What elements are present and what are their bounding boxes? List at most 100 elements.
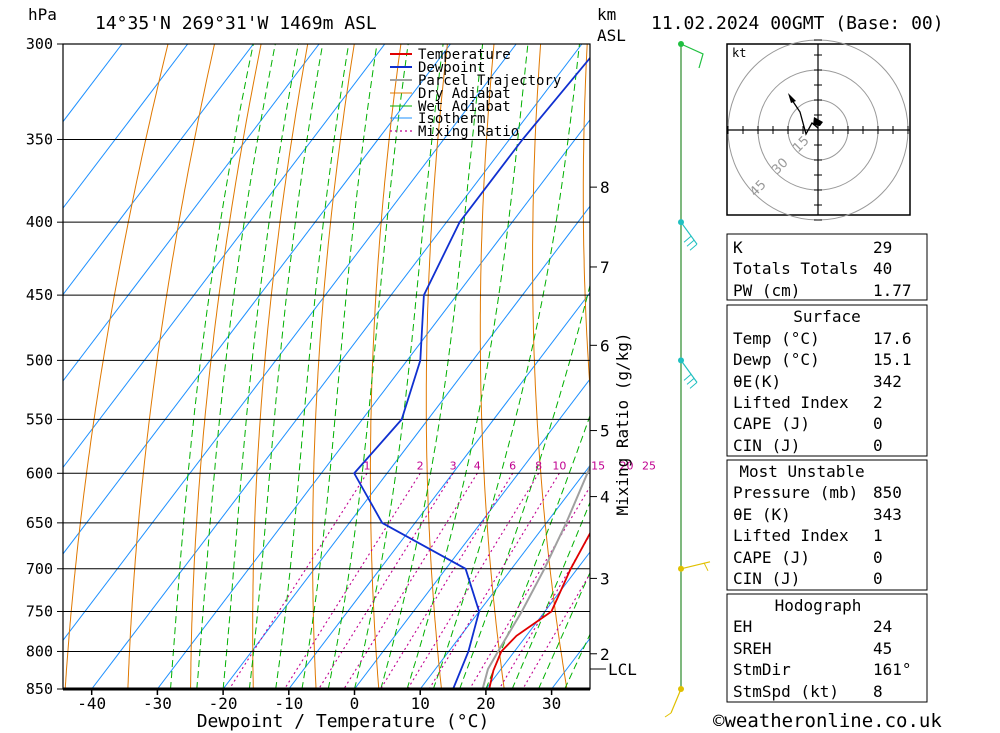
mixing-ratio-labels: 1 2 3 4 6 8 10 15 20 25 [363, 459, 656, 472]
copyright-link[interactable]: ©weatheronline.co.uk [713, 710, 942, 732]
wet-adiabat-line [275, 44, 350, 689]
surface-frame [726, 304, 928, 457]
isotherm-line [157, 118, 590, 689]
hodograph-table-title: Hodograph [775, 596, 862, 615]
mixing-ratio-line [380, 473, 514, 689]
isotherm-line [63, 44, 386, 469]
dry-adiabat-line [64, 44, 169, 689]
pressure-tick-label: 550 [26, 410, 53, 428]
indices-basic-frame [726, 233, 928, 301]
mixing-ratio-line [498, 533, 590, 689]
hodo-row-value: 8 [873, 682, 883, 701]
mixing-ratio-line [522, 572, 590, 689]
height-tick-label: 3 [600, 569, 610, 588]
datetime-title: 11.02.2024 00GMT (Base: 00) [651, 13, 944, 34]
legend-dewpoint: Dewpoint [418, 60, 485, 76]
surface-row-label: Dewp (°C) [733, 350, 820, 369]
hodograph-ticks [727, 39, 909, 221]
hodo-row-label: EH [733, 617, 752, 636]
mixing-ratio-label: 1 [363, 459, 370, 472]
wind-barb-flag [689, 243, 698, 251]
isotherm-line [63, 44, 451, 555]
dry-adiabat-line [633, 44, 693, 689]
profile-temperature [488, 531, 590, 689]
isotherm-line [222, 205, 590, 689]
wet-adiabat-line [406, 44, 529, 689]
temperature-tick-label: -40 [77, 694, 106, 713]
wind-barb-flag [689, 382, 698, 389]
height-tick-label: 8 [600, 178, 610, 197]
wind-barb [680, 561, 711, 570]
isotherm-line [354, 378, 590, 689]
wet-adiabat-line [354, 44, 444, 689]
mixing-ratio-line [428, 473, 560, 689]
isotherm-line [63, 44, 517, 642]
mixing-ratio-label: 4 [474, 459, 481, 472]
isotherm-line [288, 291, 590, 689]
dry-adiabat-line [425, 44, 448, 689]
surface-row-label: θE(K) [733, 372, 781, 391]
wet-adiabat-line [222, 44, 299, 689]
mu-row-value: 0 [873, 569, 883, 588]
mu-row-label: CAPE (J) [733, 548, 810, 567]
mu-row-label: CIN (J) [733, 569, 800, 588]
index-k-label: K [733, 238, 743, 257]
mixing-ratio-label: 2 [417, 459, 424, 472]
mixing-ratio-line [469, 485, 590, 689]
pressure-tick-label: 850 [26, 680, 53, 698]
pressure-tick-label: 500 [26, 351, 53, 369]
wet-adiabat-line [301, 44, 378, 689]
pressure-unit: hPa [28, 5, 57, 24]
temperature-tick-label: -30 [143, 694, 172, 713]
surface-row-value: 15.1 [873, 350, 912, 369]
hodograph-unit: kt [732, 46, 746, 60]
temperature-tick-label: 30 [542, 694, 561, 713]
pressure-tick-label: 600 [26, 464, 53, 482]
wind-barb [680, 360, 698, 383]
wind-barb-flag [664, 712, 672, 718]
mixing-ratio-label: 25 [642, 459, 656, 472]
mixing-ratio-line [228, 473, 368, 689]
most-unstable-title: Most Unstable [739, 462, 864, 481]
hodo-row-value: 45 [873, 639, 892, 658]
legend-parcel: Parcel Trajectory [418, 73, 561, 89]
hodograph: kt 15 30 45 [726, 39, 911, 221]
index-pw-label: PW (cm) [733, 281, 800, 300]
wet-adiabat-line [380, 44, 484, 689]
index-k-value: 29 [873, 238, 892, 257]
profile-dewpoint [353, 56, 590, 689]
surface-row-value: 0 [873, 414, 883, 433]
location-title: 14°35'N 269°31'W 1469m ASL [95, 13, 377, 34]
surface-table: Surface Temp (°C) 17.6 Dewp (°C) 15.1 θE… [726, 304, 928, 457]
pressure-tick-label: 400 [26, 213, 53, 231]
dry-adiabat-line [127, 44, 215, 689]
temperature-tick-label: 20 [476, 694, 495, 713]
pressure-tick-label: 450 [26, 286, 53, 304]
wet-adiabat-line [459, 283, 590, 689]
temperature-tick-label: -20 [209, 694, 238, 713]
legend-mixing-ratio: Mixing Ratio [418, 124, 519, 140]
surface-row-label: Lifted Index [733, 393, 849, 412]
pressure-axis: 300 350 400 450 500 550 600 650 700 750 800 850 [26, 35, 63, 698]
temperature-axis: -40 -30 -20 -10 0 10 20 30 [77, 689, 561, 713]
height-tick-label: 4 [600, 488, 610, 507]
isobars [63, 43, 590, 690]
temperature-tick-label: 10 [411, 694, 430, 713]
surface-row-label: Temp (°C) [733, 329, 820, 348]
wind-profile [664, 41, 711, 718]
index-pw-value: 1.77 [873, 281, 912, 300]
asl-label: ASL [597, 26, 626, 45]
wind-barb-flag [686, 378, 695, 385]
mixing-ratio-axis-label: Mixing Ratio (g/kg) [613, 332, 632, 515]
surface-row-value: 342 [873, 372, 902, 391]
mixing-ratio-line [318, 473, 454, 689]
isotherm-line [63, 44, 320, 382]
isotherm-line [63, 44, 123, 123]
isotherm-line [63, 44, 254, 296]
wind-barb-flag [686, 239, 695, 247]
background-lines [63, 44, 693, 689]
surface-row-value: 0 [873, 436, 883, 455]
legend: Temperature Dewpoint Parcel Trajectory D… [390, 47, 561, 140]
wet-adiabat-line [170, 44, 254, 689]
